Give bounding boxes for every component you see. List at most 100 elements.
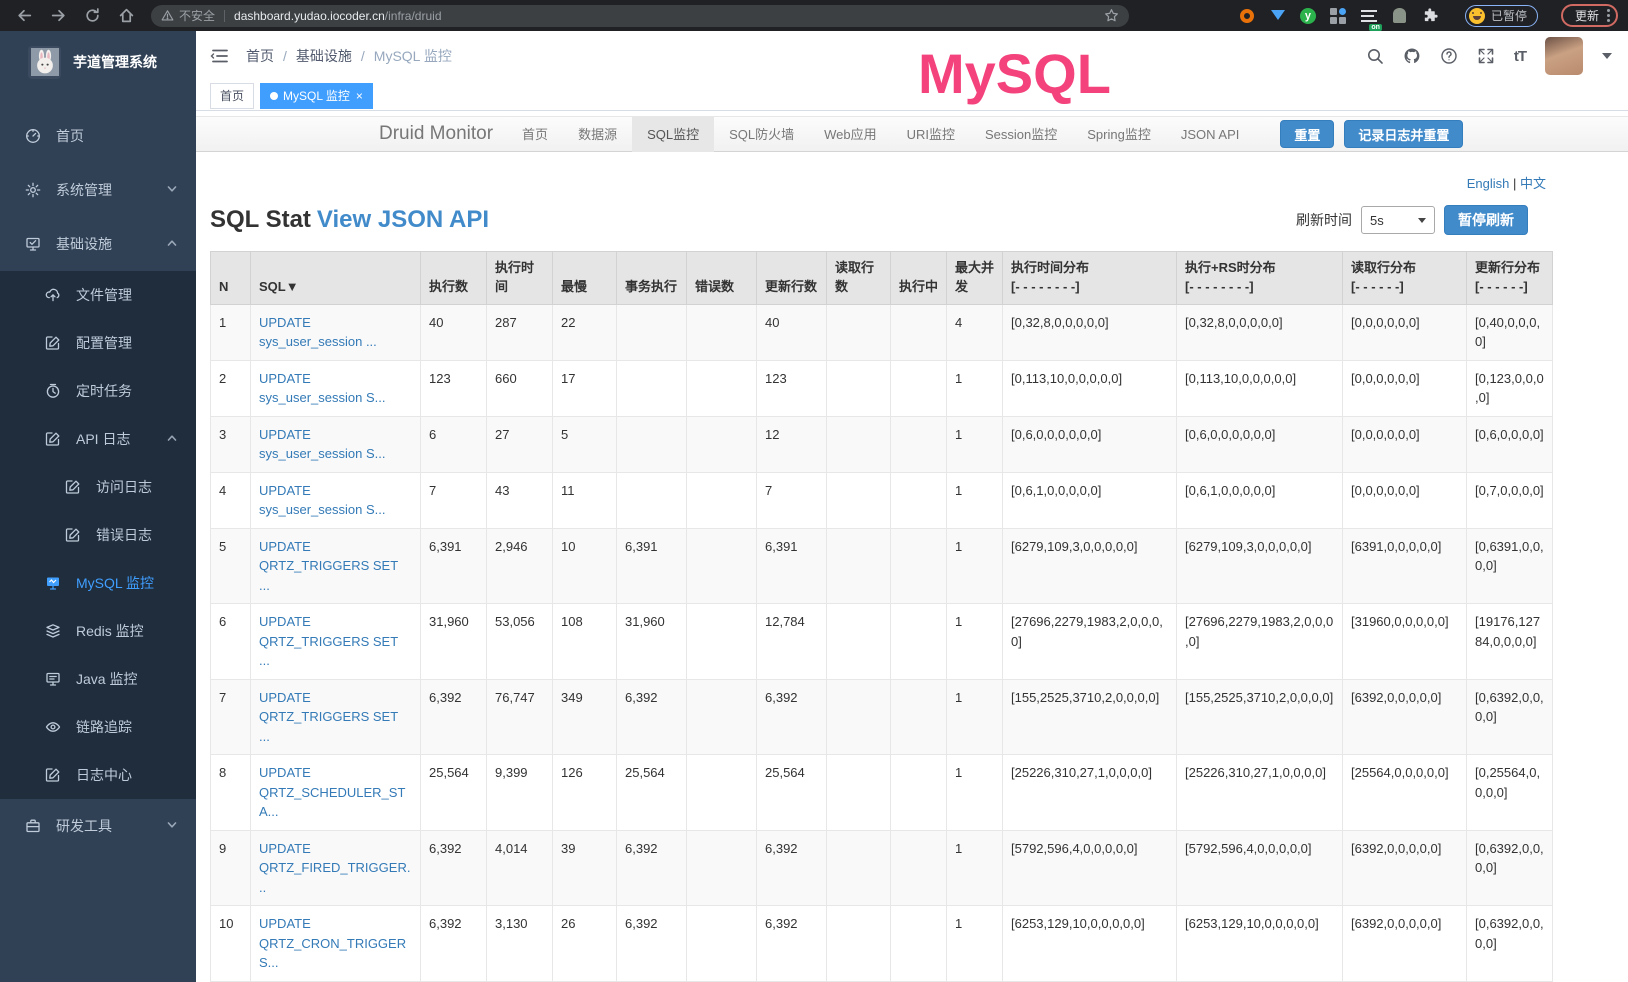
sidebar-item-dev-tools[interactable]: 研发工具 — [0, 799, 196, 853]
column-header[interactable]: SQL▼ — [250, 251, 421, 305]
help-icon[interactable] — [1440, 47, 1458, 65]
sql-link[interactable]: UPDATE QRTZ_FIRED_TRIGGER... — [259, 840, 411, 895]
reset-button[interactable]: 重置 — [1280, 120, 1335, 148]
column-header[interactable]: 执行数 — [420, 251, 487, 305]
sidebar-logo[interactable]: 芋道管理系统 — [0, 31, 196, 93]
sidebar-item-file[interactable]: 文件管理 — [0, 271, 196, 319]
column-header[interactable]: 执行时间 — [486, 251, 553, 305]
cell-conc: 1 — [946, 603, 1003, 680]
user-menu-caret-icon[interactable] — [1602, 53, 1612, 64]
sidebar-item-config[interactable]: 配置管理 — [0, 319, 196, 367]
sidebar-item-api-log[interactable]: API 日志 — [0, 415, 196, 463]
view-json-api-link[interactable]: View JSON API — [316, 206, 489, 233]
druid-brand[interactable]: Druid Monitor — [379, 123, 494, 144]
cell-upd: 6,392 — [756, 905, 827, 982]
cell-exec: 25,564 — [420, 754, 487, 831]
extensions-puzzle-icon[interactable] — [1422, 7, 1440, 25]
sidebar-item-job[interactable]: 定时任务 — [0, 367, 196, 415]
chrome-update-button[interactable]: 更新 — [1560, 4, 1618, 27]
lang-english-link[interactable]: English — [1466, 176, 1510, 191]
druid-nav-SQL监控[interactable]: SQL监控 — [632, 116, 715, 152]
druid-nav-JSON API[interactable]: JSON API — [1180, 126, 1240, 142]
address-bar[interactable]: 不安全 dashboard.yudao.iocoder.cn/infra/dru… — [151, 4, 1129, 27]
column-header[interactable]: 最慢 — [552, 251, 617, 305]
column-header[interactable]: 读取行数 — [826, 251, 891, 305]
column-header[interactable]: 错误数 — [686, 251, 757, 305]
log-and-reset-button[interactable]: 记录日志并重置 — [1344, 120, 1464, 148]
sql-link[interactable]: UPDATE QRTZ_CRON_TRIGGERS... — [259, 916, 407, 971]
gear-icon — [25, 182, 41, 198]
security-warning-icon[interactable] — [161, 9, 174, 22]
fullscreen-icon[interactable] — [1477, 47, 1495, 65]
column-header[interactable]: 执行时间分布 [- - - - - - - -] — [1002, 251, 1177, 305]
cell-d2: [155,2525,3710,2,0,0,0,0] — [1176, 678, 1343, 756]
home-icon[interactable] — [118, 7, 135, 24]
sidebar-item-mysql[interactable]: MySQL 监控 — [0, 559, 196, 607]
sidebar-item-system[interactable]: 系统管理 — [0, 163, 196, 217]
sql-link[interactable]: UPDATE QRTZ_SCHEDULER_STA... — [259, 765, 406, 820]
sidebar-item-java[interactable]: Java 监控 — [0, 655, 196, 703]
sidebar-item-log-center[interactable]: 日志中心 — [0, 751, 196, 799]
sql-link[interactable]: UPDATE sys_user_session S... — [259, 370, 386, 406]
search-icon[interactable] — [1366, 47, 1384, 65]
github-icon[interactable] — [1403, 47, 1421, 65]
druid-nav-Web应用[interactable]: Web应用 — [824, 126, 877, 142]
extension-list-icon[interactable]: on — [1360, 7, 1382, 31]
hamburger-icon[interactable] — [210, 46, 230, 66]
extension-person-icon[interactable] — [1391, 7, 1409, 25]
column-header[interactable]: 读取行分布 [- - - - - -] — [1342, 251, 1467, 305]
reload-icon[interactable] — [84, 7, 101, 24]
tag-首页[interactable]: 首页 — [210, 82, 255, 109]
extension-blocks-icon[interactable] — [1329, 7, 1347, 25]
sql-link[interactable]: UPDATE QRTZ_TRIGGERS SET ... — [259, 689, 398, 744]
bookmark-star-icon[interactable] — [1104, 8, 1119, 23]
extension-blue-gem-icon[interactable] — [1269, 7, 1287, 25]
cell-sql: UPDATE sys_user_session ... — [250, 303, 421, 361]
font-size-icon[interactable]: tT — [1513, 47, 1527, 65]
druid-nav-URI监控[interactable]: URI监控 — [906, 126, 955, 142]
column-header[interactable]: 最大并发 — [946, 251, 1003, 305]
sql-link[interactable]: UPDATE sys_user_session ... — [259, 314, 377, 350]
column-header[interactable]: 更新行分布 [- - - - - -] — [1466, 251, 1553, 305]
sql-link[interactable]: UPDATE QRTZ_TRIGGERS SET ... — [259, 538, 398, 593]
column-header[interactable]: N — [210, 251, 251, 305]
druid-nav-SQL防火墙[interactable]: SQL防火墙 — [729, 126, 795, 142]
extensions-area: y on 已暂停 更新 — [1238, 4, 1618, 31]
sidebar-item-infra[interactable]: 基础设施 — [0, 217, 196, 271]
sql-link[interactable]: UPDATE sys_user_session S... — [259, 426, 386, 462]
pause-refresh-button[interactable]: 暂停刷新 — [1444, 205, 1528, 235]
tag-close-icon[interactable]: × — [355, 88, 363, 103]
sidebar-item-redis[interactable]: Redis 监控 — [0, 607, 196, 655]
sql-link[interactable]: UPDATE sys_user_session S... — [259, 482, 386, 518]
table-row: 2 UPDATE sys_user_session S... 123 660 17 123… — [210, 359, 1553, 417]
druid-nav-Session监控[interactable]: Session监控 — [985, 126, 1058, 142]
column-header[interactable]: 执行+RS时分布 [- - - - - - - -] — [1176, 251, 1343, 305]
sidebar-item-access-log[interactable]: 访问日志 — [0, 463, 196, 511]
back-icon[interactable] — [16, 7, 33, 24]
sql-link[interactable]: UPDATE QRTZ_TRIGGERS SET ... — [259, 614, 398, 669]
column-header[interactable]: 更新行数 — [756, 251, 827, 305]
tag-MySQL 监控[interactable]: MySQL 监控 × — [260, 82, 373, 109]
sidebar-item-trace[interactable]: 链路追踪 — [0, 703, 196, 751]
extension-orange-ring-icon[interactable] — [1238, 7, 1256, 25]
druid-nav-Spring监控[interactable]: Spring监控 — [1087, 126, 1151, 142]
breadcrumb-separator: / — [283, 48, 287, 64]
cell-n: 9 — [210, 829, 251, 907]
druid-nav-首页[interactable]: 首页 — [522, 126, 549, 142]
druid-nav-数据源[interactable]: 数据源 — [578, 126, 618, 142]
breadcrumb-item[interactable]: 基础设施 — [295, 48, 352, 64]
column-header[interactable]: 执行中 — [890, 251, 947, 305]
breadcrumb-item[interactable]: 首页 — [246, 48, 274, 64]
forward-icon[interactable] — [50, 7, 67, 24]
extension-green-y-icon[interactable]: y — [1299, 7, 1316, 24]
column-header[interactable]: 事务执行 — [616, 251, 687, 305]
user-avatar[interactable] — [1545, 37, 1583, 75]
sidebar-item-error-log[interactable]: 错误日志 — [0, 511, 196, 559]
profile-paused-chip[interactable]: 已暂停 — [1464, 4, 1538, 27]
sql-stat-table: N SQL▼ 执行数 执行时间 最慢 事务执行 错误数 更新行数 读取行数 执行中 最大并发 执行时间… — [210, 251, 1553, 982]
refresh-interval-select[interactable]: 5s — [1361, 206, 1435, 234]
cell-upd: 12,784 — [756, 603, 827, 680]
lang-chinese-link[interactable]: 中文 — [1519, 176, 1546, 191]
browser-menu-icon[interactable] — [1607, 9, 1610, 22]
sidebar-item-home[interactable]: 首页 — [0, 109, 196, 163]
